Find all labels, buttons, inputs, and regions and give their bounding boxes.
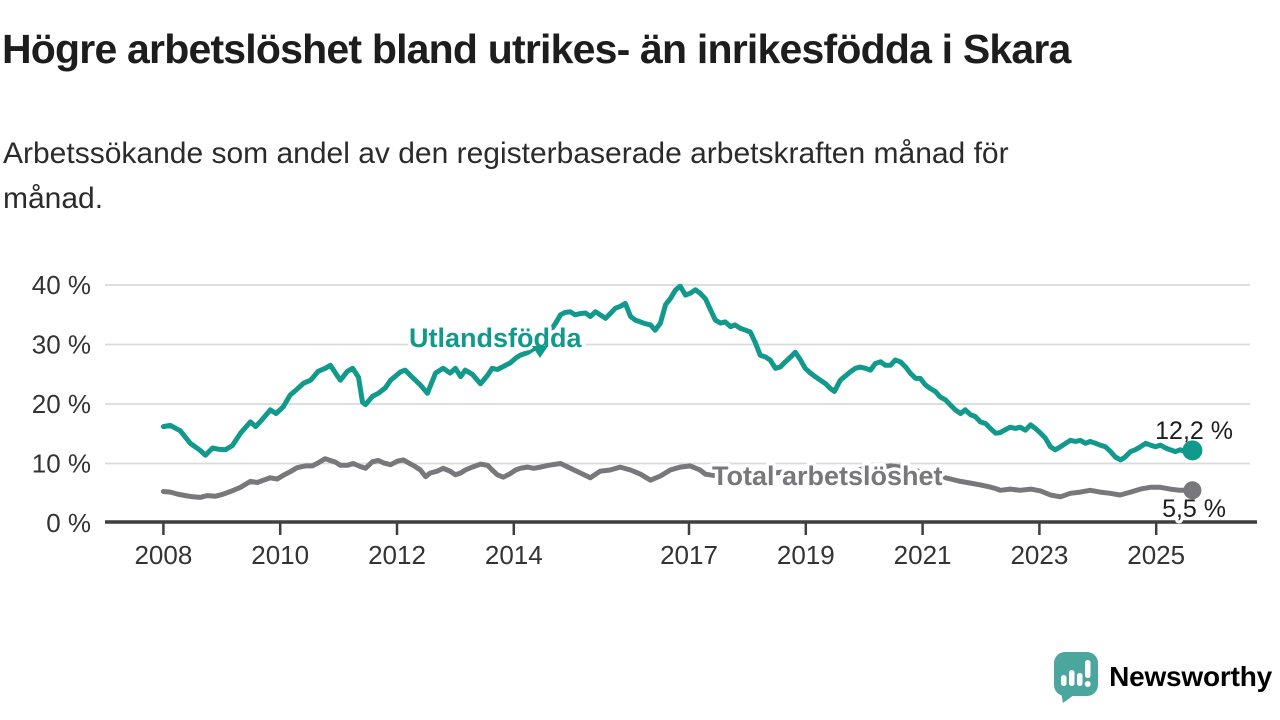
page-subtitle: Arbetssökande som andel av den registerb… [3, 137, 1009, 215]
x-axis-tick-label: 2014 [485, 540, 543, 570]
page-title: Högre arbetslöshet bland utrikes- än inr… [2, 26, 1071, 72]
newsworthy-logo-icon [1054, 652, 1099, 703]
end-dot-utlandsfodda [1182, 440, 1203, 461]
end-dot-total [1183, 481, 1202, 500]
series-label-total: Total arbetslöshet [712, 461, 943, 491]
logo-bubble-tail [1061, 692, 1079, 703]
newsworthy-logo-text: Newsworthy [1109, 661, 1272, 692]
y-axis-tick-label: 20 % [32, 389, 91, 419]
y-axis-tick-label: 0 % [46, 508, 91, 538]
x-axis-tick-label: 2012 [368, 540, 426, 570]
end-value-label-total: 5,5 % [1162, 495, 1226, 523]
series-label-utlandsfodda: Utlandsfödda [409, 323, 582, 353]
logo-bar-icon [1069, 670, 1075, 686]
logo-bubble [1054, 652, 1099, 696]
series-line-utlandsfodda [160, 283, 1195, 463]
series-line-total [160, 456, 1195, 500]
x-axis-tick-label: 2008 [134, 540, 192, 570]
logo-exclamation-icon [1085, 660, 1091, 678]
logo-exclamation-dot [1084, 681, 1091, 687]
x-axis-tick-label: 2025 [1127, 540, 1185, 570]
end-value-label-utlandsfodda: 12,2 % [1155, 417, 1233, 445]
x-axis-tick-label: 2021 [894, 540, 952, 570]
logo-bar-icon [1077, 673, 1083, 686]
x-axis-tick-label: 2017 [660, 540, 718, 570]
newsworthy-logo: Newsworthy [1052, 650, 1272, 704]
x-axis-tick-label: 2010 [251, 540, 309, 570]
y-axis-tick-label: 30 % [32, 330, 91, 360]
y-axis-tick-label: 10 % [32, 449, 91, 479]
x-axis-tick-label: 2019 [777, 540, 835, 570]
label-arrow-down-icon [532, 346, 548, 358]
y-axis-tick-label: 40 % [32, 270, 91, 300]
logo-bar-icon [1061, 675, 1067, 686]
x-axis-tick-label: 2023 [1010, 540, 1068, 570]
